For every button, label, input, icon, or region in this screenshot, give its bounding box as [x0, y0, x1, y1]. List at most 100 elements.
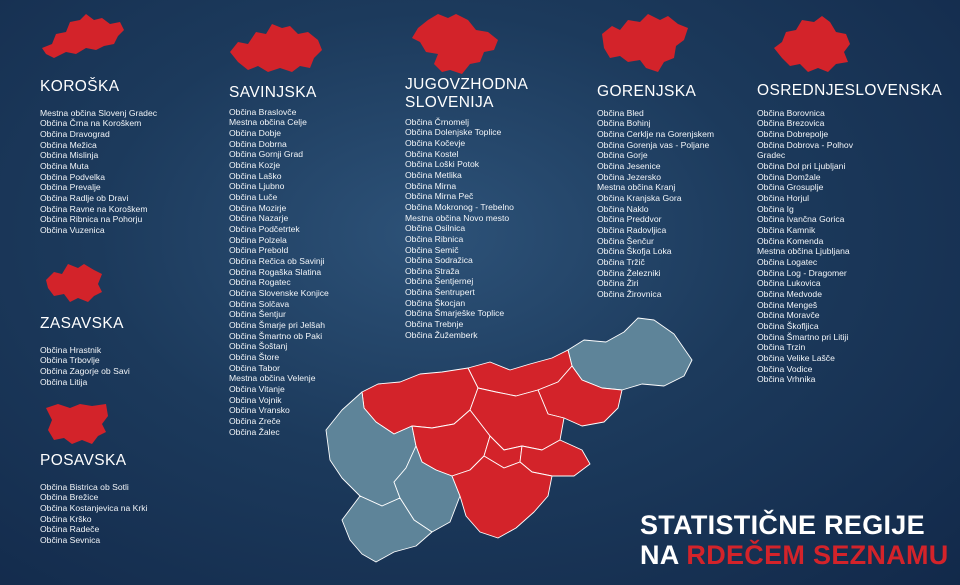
municipality-item: Občina Semič — [405, 244, 459, 255]
municipality-item: Občina Trebnje — [405, 319, 464, 330]
map-region-pomurska — [567, 317, 693, 391]
gorenjska-region-icon — [598, 12, 690, 74]
municipality-item: Občina Kostanjevica na Krki — [40, 503, 148, 514]
zasavska-region-icon — [44, 262, 104, 304]
municipality-item: Občina Šentjernej — [405, 276, 474, 287]
municipality-item: Mestna občina Kranj — [597, 182, 676, 193]
region-title: SAVINJSKA — [229, 84, 317, 101]
municipality-item: Občina Ravne na Koroškem — [40, 203, 148, 214]
municipality-item: Občina Štore — [229, 351, 280, 362]
municipality-item: Občina Zreče — [229, 415, 281, 426]
municipality-item: Mestna občina Novo mesto — [405, 212, 510, 223]
map-region-podravska — [537, 365, 623, 427]
municipality-item: Občina Ljubno — [229, 181, 285, 192]
municipality-item: Mestna občina Ljubljana — [757, 246, 850, 257]
municipality-item: Občina Mengeš — [757, 299, 818, 310]
municipality-item: Občina Škofljica — [757, 320, 819, 331]
municipality-item: Občina Šmartno pri Litiji — [757, 331, 849, 342]
headline: STATISTIČNE REGIJE NA RDEČEM SEZNAMU — [640, 510, 949, 570]
municipality-list: Občina Bistrica ob Sotli Občina Brežice Ob… — [40, 482, 147, 546]
region-title: OSREDNJESLOVENSKA — [757, 82, 943, 99]
municipality-list: Občina Črnomelj Občina Dolenjske Toplice O… — [405, 117, 528, 341]
municipality-item: Občina Šenčur — [597, 235, 654, 246]
municipality-item: Občina Žiri — [597, 278, 639, 289]
municipality-list: Mestna občina Slovenj Gradec Občina Črna … — [40, 108, 157, 236]
municipality-item: Občina Medvode — [757, 288, 822, 299]
municipality-item: Občina Krško — [40, 513, 92, 524]
municipality-item: Občina Trzin — [757, 342, 806, 353]
municipality-item: Občina Žirovnica — [597, 288, 662, 299]
municipality-item: Občina Šoštanj — [229, 341, 288, 352]
municipality-list: Občina Bled Občina Bohinj Občina Cerklje n… — [597, 108, 714, 300]
municipality-item: Občina Ig — [757, 203, 794, 214]
municipality-item: Občina Mirna Peč — [405, 191, 474, 202]
region-title: GORENJSKA — [597, 83, 697, 100]
municipality-item: Občina Mirna — [405, 180, 457, 191]
municipality-item: Občina Bohinj — [597, 118, 651, 129]
municipality-item: Gradec — [757, 150, 786, 161]
koroska-region-icon — [40, 14, 125, 59]
region-jugovzhodna: JUGOVZHODNA SLOVENIJA Občina Črnomelj Obč… — [405, 76, 528, 340]
region-posavska: POSAVSKA Občina Bistrica ob Sotli Občina … — [40, 452, 147, 546]
municipality-item: Občina Cerklje na Gorenjskem — [597, 129, 715, 140]
municipality-item: Občina Hrastnik — [40, 344, 102, 355]
jugovzhodna-region-icon — [410, 12, 500, 76]
municipality-item: Občina Mežica — [40, 139, 97, 150]
municipality-item: Občina Loški Potok — [405, 159, 480, 170]
municipality-item: Občina Naklo — [597, 203, 649, 214]
region-savinjska: SAVINJSKA Občina Braslovče Mestna občina … — [229, 84, 329, 437]
municipality-item: Občina Šmarje pri Jelšah — [229, 319, 326, 330]
municipality-item: Občina Dobrova - Polhov — [757, 139, 854, 150]
municipality-item: Občina Črnomelj — [405, 116, 469, 127]
posavska-region-icon — [44, 402, 110, 446]
municipality-item: Občina Radlje ob Dravi — [40, 193, 129, 204]
municipality-item: Občina Tržič — [597, 257, 645, 267]
municipality-item: Občina Trbovlje — [40, 355, 100, 366]
municipality-item: Občina Rečica ob Savinji — [229, 256, 325, 266]
municipality-item: Občina Muta — [40, 161, 89, 172]
municipality-item: Občina Prevalje — [40, 182, 101, 193]
municipality-item: Občina Solčava — [229, 298, 290, 309]
municipality-item: Občina Braslovče — [229, 106, 297, 117]
municipality-item: Občina Vojnik — [229, 394, 282, 405]
municipality-item: Občina Vuzenica — [40, 225, 105, 236]
municipality-item: Občina Velike Lašče — [757, 352, 835, 363]
municipality-item: Občina Ribnica — [405, 233, 464, 244]
municipality-item: Občina Prebold — [229, 245, 289, 256]
region-title-line2: SLOVENIJA — [405, 93, 494, 111]
region-zasavska: ZASAVSKA Občina Hrastnik Občina Trbovlje O… — [40, 315, 130, 387]
municipality-item: Občina Kostel — [405, 148, 459, 159]
municipality-item: Občina Radovljica — [597, 225, 667, 236]
region-title: ZASAVSKA — [40, 315, 124, 332]
municipality-item: Občina Zagorje ob Savi — [40, 366, 130, 377]
municipality-item: Občina Škofja Loka — [597, 246, 672, 257]
municipality-item: Občina Bled — [597, 107, 644, 118]
municipality-item: Občina Gornji Grad — [229, 149, 304, 160]
municipality-item: Občina Dobje — [229, 128, 282, 139]
municipality-item: Občina Slovenske Konjice — [229, 287, 329, 298]
municipality-item: Občina Šentjur — [229, 309, 286, 320]
municipality-item: Občina Brežice — [40, 492, 99, 503]
municipality-item: Občina Železniki — [597, 267, 661, 278]
municipality-item: Občina Rogaška Slatina — [229, 266, 322, 277]
municipality-item: Občina Brezovica — [757, 118, 825, 129]
headline-highlight: RDEČEM SEZNAMU — [686, 540, 949, 570]
municipality-item: Občina Osilnica — [405, 223, 466, 234]
region-title: KOROŠKA — [40, 78, 120, 95]
municipality-item: Občina Radeče — [40, 524, 100, 535]
municipality-item: Občina Mozirje — [229, 202, 287, 213]
municipality-item: Občina Ribnica na Pohorju — [40, 214, 143, 225]
municipality-item: Občina Luče — [229, 192, 278, 203]
municipality-item: Občina Straža — [405, 265, 460, 276]
municipality-item: Občina Komenda — [757, 235, 824, 246]
municipality-item: Mestna občina Celje — [229, 117, 307, 128]
municipality-item: Občina Bistrica ob Sotli — [40, 481, 129, 492]
municipality-item: Občina Kranjska Gora — [597, 193, 682, 204]
municipality-item: Občina Dol pri Ljubljani — [757, 161, 846, 172]
municipality-item: Občina Kozje — [229, 160, 281, 171]
municipality-item: Občina Dravograd — [40, 129, 110, 140]
municipality-item: Občina Rogatec — [229, 277, 291, 288]
region-gorenjska: GORENJSKA Občina Bled Občina Bohinj Občina… — [597, 83, 714, 300]
municipality-item: Občina Sevnica — [40, 535, 101, 546]
municipality-item: Občina Kočevje — [405, 137, 466, 148]
